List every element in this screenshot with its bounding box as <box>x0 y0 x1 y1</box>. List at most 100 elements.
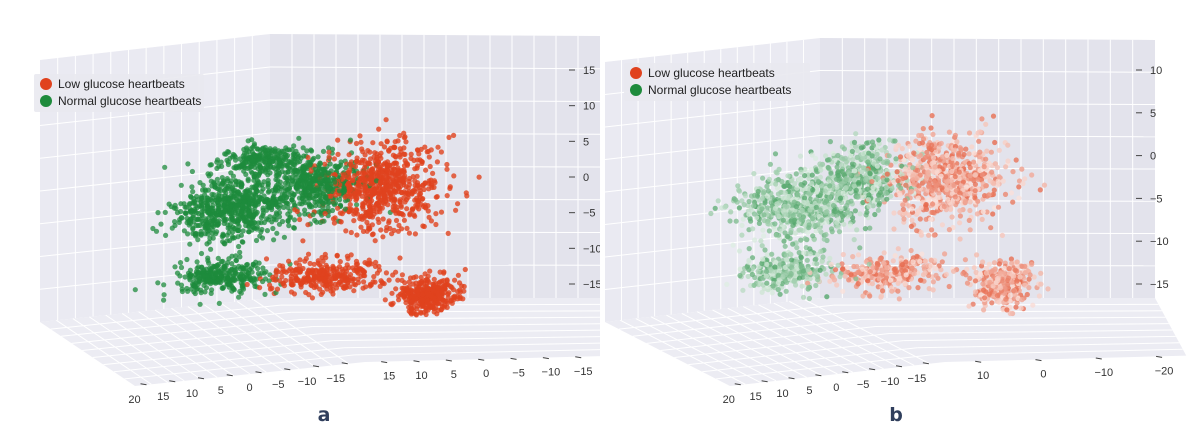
point-normal <box>327 161 333 167</box>
point-normal <box>276 148 282 154</box>
point-low <box>355 170 361 176</box>
point-normal <box>158 221 164 227</box>
point-normal <box>251 212 257 218</box>
point-normal <box>208 178 214 184</box>
point-normal <box>289 174 295 180</box>
point-normal <box>322 174 328 180</box>
point-normal <box>211 275 217 281</box>
point-low <box>401 145 407 151</box>
point-low <box>324 283 330 289</box>
point-low <box>395 277 401 283</box>
point-normal <box>277 202 283 208</box>
point-normal <box>316 162 322 168</box>
point-low <box>374 270 380 276</box>
x-tick-label: −10 <box>298 376 317 388</box>
point-normal <box>194 259 200 265</box>
point-low <box>902 268 909 274</box>
point-low <box>855 252 862 258</box>
point-low <box>307 270 313 276</box>
point-low <box>397 176 403 183</box>
point-normal <box>213 197 219 203</box>
point-normal <box>308 202 314 209</box>
point-normal <box>161 297 167 303</box>
point-normal <box>293 171 299 177</box>
point-low <box>369 198 375 204</box>
point-low <box>1037 187 1043 193</box>
point-normal <box>214 159 220 165</box>
point-low <box>1036 293 1042 299</box>
point-low <box>441 304 447 310</box>
point-low <box>354 158 360 164</box>
point-normal <box>178 264 185 271</box>
point-low <box>402 151 408 157</box>
point-low <box>322 278 329 284</box>
point-low <box>337 210 343 216</box>
point-low <box>462 266 468 273</box>
point-low <box>855 281 861 287</box>
point-normal <box>782 243 788 249</box>
point-normal <box>820 254 826 260</box>
point-low <box>353 195 359 201</box>
point-normal <box>161 292 167 298</box>
point-normal <box>798 169 804 175</box>
point-normal <box>238 209 245 215</box>
point-low <box>827 278 833 284</box>
point-low <box>334 253 340 259</box>
point-normal <box>271 155 277 161</box>
point-normal <box>817 207 823 213</box>
point-low <box>404 225 410 231</box>
point-normal <box>782 230 788 236</box>
point-normal <box>819 217 825 223</box>
point-low <box>347 190 353 197</box>
point-normal <box>258 215 264 221</box>
point-low <box>292 207 298 213</box>
point-normal <box>741 202 747 208</box>
point-normal <box>242 199 248 205</box>
point-low <box>372 187 378 193</box>
point-normal <box>749 255 756 261</box>
point-normal <box>259 270 265 276</box>
point-normal <box>206 220 212 226</box>
point-normal <box>841 221 847 227</box>
point-low <box>966 130 973 136</box>
point-low <box>281 268 287 274</box>
point-low <box>367 149 373 155</box>
point-normal <box>243 188 249 194</box>
point-low <box>340 175 346 181</box>
z-tick-label: −15 <box>583 279 600 291</box>
point-normal <box>218 187 224 193</box>
point-normal <box>260 207 266 213</box>
point-normal <box>187 241 193 247</box>
x-tick-label: −15 <box>326 373 345 385</box>
point-low <box>395 228 401 234</box>
point-low <box>405 290 411 296</box>
y-tick-label: 5 <box>451 369 457 381</box>
point-normal <box>238 290 244 296</box>
point-normal <box>802 195 808 201</box>
point-normal <box>759 289 765 295</box>
point-normal <box>320 148 327 154</box>
point-normal <box>756 220 762 226</box>
point-normal <box>184 220 190 226</box>
point-normal <box>249 163 255 170</box>
point-normal <box>736 248 743 254</box>
point-normal <box>231 235 237 241</box>
point-low <box>378 141 384 147</box>
point-low <box>420 297 426 303</box>
point-normal <box>311 187 317 194</box>
point-low <box>290 281 296 288</box>
point-normal <box>331 176 337 182</box>
point-normal <box>194 265 200 271</box>
point-low <box>332 215 338 221</box>
point-low <box>406 279 412 285</box>
point-normal <box>835 262 841 268</box>
point-low <box>365 262 372 268</box>
point-low <box>426 154 432 160</box>
point-normal <box>746 246 752 252</box>
point-normal <box>876 202 882 208</box>
point-normal <box>184 256 190 263</box>
point-normal <box>870 203 876 209</box>
point-normal <box>182 210 188 216</box>
point-low <box>1008 256 1014 262</box>
